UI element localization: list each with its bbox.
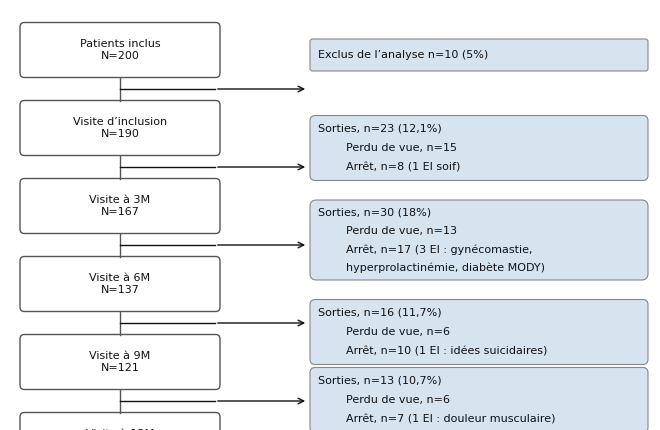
- FancyBboxPatch shape: [20, 22, 220, 77]
- Text: Sorties, n=23 (12,1%): Sorties, n=23 (12,1%): [318, 123, 442, 133]
- Text: Perdu de vue, n=13: Perdu de vue, n=13: [318, 226, 457, 236]
- FancyBboxPatch shape: [310, 368, 648, 430]
- Text: Arrêt, n=7 (1 EI : douleur musculaire): Arrêt, n=7 (1 EI : douleur musculaire): [318, 415, 556, 425]
- Text: Sorties, n=16 (11,7%): Sorties, n=16 (11,7%): [318, 307, 442, 317]
- Text: Perdu de vue, n=15: Perdu de vue, n=15: [318, 143, 457, 153]
- Text: Visite à 6M
N=137: Visite à 6M N=137: [90, 273, 150, 295]
- Text: Exclus de l’analyse n=10 (5%): Exclus de l’analyse n=10 (5%): [318, 50, 488, 60]
- Text: Perdu de vue, n=6: Perdu de vue, n=6: [318, 327, 450, 337]
- Text: Visite à 3M
N=167: Visite à 3M N=167: [90, 195, 150, 217]
- FancyBboxPatch shape: [20, 412, 220, 430]
- Text: Perdu de vue, n=6: Perdu de vue, n=6: [318, 395, 450, 405]
- Text: Arrêt, n=8 (1 EI soif): Arrêt, n=8 (1 EI soif): [318, 163, 461, 173]
- Text: Sorties, n=13 (10,7%): Sorties, n=13 (10,7%): [318, 375, 442, 385]
- FancyBboxPatch shape: [310, 116, 648, 181]
- Text: Sorties, n=30 (18%): Sorties, n=30 (18%): [318, 207, 431, 217]
- Text: Patients inclus
N=200: Patients inclus N=200: [80, 39, 160, 61]
- FancyBboxPatch shape: [310, 300, 648, 365]
- FancyBboxPatch shape: [20, 178, 220, 233]
- FancyBboxPatch shape: [20, 101, 220, 156]
- FancyBboxPatch shape: [20, 257, 220, 311]
- FancyBboxPatch shape: [310, 39, 648, 71]
- FancyBboxPatch shape: [20, 335, 220, 390]
- Text: Visite à 9M
N=121: Visite à 9M N=121: [89, 351, 150, 373]
- Text: Arrêt, n=10 (1 EI : idées suicidaires): Arrêt, n=10 (1 EI : idées suicidaires): [318, 347, 547, 357]
- Text: Arrêt, n=17 (3 EI : gynécomastie,: Arrêt, n=17 (3 EI : gynécomastie,: [318, 244, 533, 255]
- FancyBboxPatch shape: [310, 200, 648, 280]
- Text: hyperprolactinémie, diabète MODY): hyperprolactinémie, diabète MODY): [318, 263, 545, 273]
- Text: Visite d’inclusion
N=190: Visite d’inclusion N=190: [73, 117, 167, 139]
- Text: Visite à 12M
N=108: Visite à 12M N=108: [86, 429, 154, 430]
